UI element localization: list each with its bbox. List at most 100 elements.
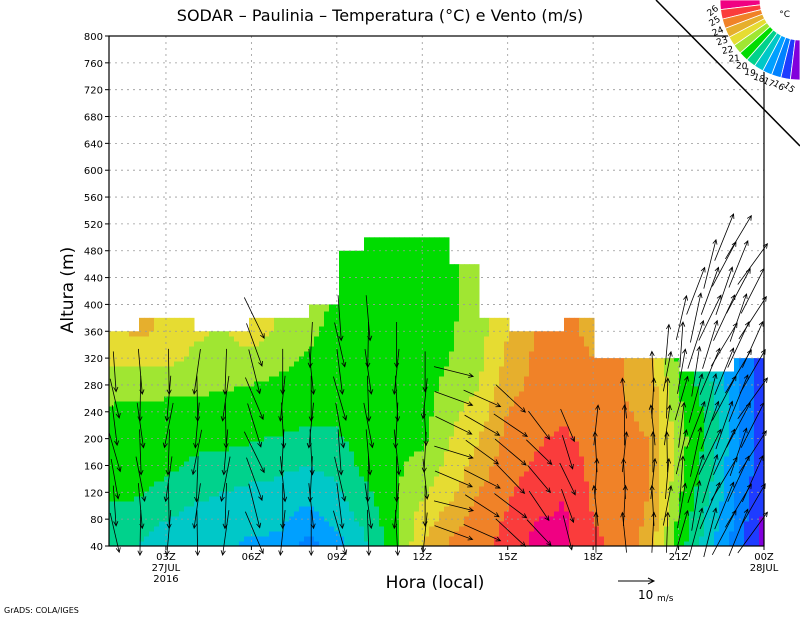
temperature-cell	[184, 501, 190, 507]
temperature-cell	[494, 491, 500, 497]
temperature-cell	[404, 366, 410, 372]
temperature-cell	[604, 421, 610, 427]
temperature-cell	[419, 501, 425, 507]
temperature-cell	[429, 251, 435, 257]
temperature-cell	[149, 511, 155, 517]
temperature-cell	[534, 451, 540, 457]
temperature-cell	[459, 441, 465, 447]
temperature-cell	[464, 446, 470, 452]
temperature-cell	[444, 531, 450, 537]
temperature-cell	[509, 501, 515, 507]
temperature-cell	[399, 316, 405, 322]
temperature-cell	[134, 501, 140, 507]
temperature-cell	[439, 276, 445, 282]
temperature-cell	[509, 461, 515, 467]
temperature-cell	[154, 481, 160, 487]
temperature-cell	[204, 351, 210, 357]
temperature-cell	[394, 446, 400, 452]
temperature-cell	[139, 421, 145, 427]
temperature-cell	[424, 246, 430, 252]
temperature-cell	[539, 371, 545, 377]
temperature-cell	[274, 346, 280, 352]
temperature-cell	[239, 401, 245, 407]
temperature-cell	[229, 376, 235, 382]
temperature-cell	[604, 491, 610, 497]
temperature-cell	[379, 536, 385, 542]
temperature-cell	[139, 351, 145, 357]
temperature-cell	[604, 358, 610, 362]
temperature-cell	[539, 491, 545, 497]
temperature-cell	[139, 456, 145, 462]
temperature-cell	[459, 406, 465, 412]
temperature-cell	[309, 341, 315, 347]
temperature-cell	[609, 501, 615, 507]
temperature-cell	[339, 266, 345, 272]
temperature-cell	[169, 386, 175, 392]
temperature-cell	[584, 541, 590, 547]
temperature-cell	[384, 536, 390, 542]
temperature-cell	[504, 511, 510, 517]
temperature-cell	[209, 491, 215, 497]
temperature-cell	[429, 531, 435, 537]
temperature-cell	[409, 401, 415, 407]
temperature-cell	[589, 491, 595, 497]
temperature-cell	[324, 486, 330, 492]
temperature-cell	[404, 476, 410, 482]
temperature-cell	[574, 371, 580, 377]
temperature-cell	[314, 336, 320, 342]
temperature-cell	[269, 376, 275, 382]
temperature-cell	[339, 306, 345, 312]
temperature-cell	[549, 536, 555, 542]
temperature-cell	[149, 456, 155, 462]
temperature-cell	[504, 491, 510, 497]
temperature-cell	[444, 491, 450, 497]
temperature-cell	[559, 376, 565, 382]
temperature-cell	[149, 381, 155, 387]
temperature-cell	[214, 426, 220, 432]
temperature-cell	[264, 376, 270, 382]
temperature-cell	[459, 461, 465, 467]
temperature-cell	[349, 276, 355, 282]
temperature-cell	[534, 521, 540, 527]
temperature-cell	[244, 451, 250, 457]
temperature-cell	[269, 541, 275, 547]
temperature-cell	[504, 321, 510, 327]
temperature-cell	[159, 341, 165, 347]
temperature-cell	[554, 461, 560, 467]
temperature-cell	[604, 456, 610, 462]
temperature-cell	[449, 291, 455, 297]
temperature-cell	[334, 304, 340, 307]
temperature-cell	[484, 501, 490, 507]
temperature-cell	[439, 251, 445, 257]
temperature-cell	[144, 481, 150, 487]
temperature-cell	[394, 541, 400, 547]
temperature-cell	[309, 521, 315, 527]
temperature-cell	[339, 261, 345, 267]
temperature-cell	[199, 531, 205, 537]
temperature-cell	[224, 446, 230, 452]
temperature-cell	[209, 366, 215, 372]
temperature-cell	[134, 341, 140, 347]
temperature-cell	[534, 336, 540, 342]
temperature-cell	[179, 501, 185, 507]
temperature-cell	[294, 381, 300, 387]
temperature-cell	[509, 396, 515, 402]
temperature-cell	[459, 271, 465, 277]
temperature-cell	[354, 356, 360, 362]
temperature-cell	[234, 461, 240, 467]
temperature-cell	[514, 356, 520, 362]
temperature-cell	[159, 446, 165, 452]
temperature-cell	[259, 471, 265, 477]
temperature-cell	[584, 441, 590, 447]
temperature-cell	[224, 371, 230, 377]
temperature-cell	[209, 446, 215, 452]
temperature-cell	[464, 331, 470, 337]
temperature-cell	[114, 426, 120, 432]
temperature-cell	[404, 526, 410, 532]
temperature-cell	[534, 406, 540, 412]
temperature-cell	[509, 496, 515, 502]
temperature-cell	[409, 371, 415, 377]
temperature-cell	[109, 346, 115, 352]
temperature-cell	[404, 246, 410, 252]
temperature-cell	[449, 271, 455, 277]
